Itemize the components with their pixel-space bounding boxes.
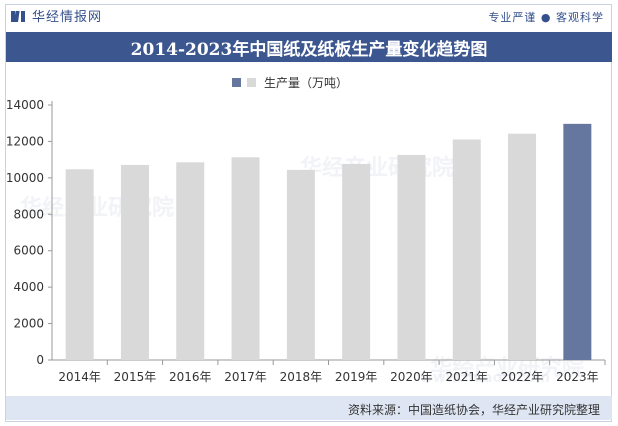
chart-frame	[5, 4, 612, 422]
bar-2018年	[286, 169, 315, 360]
bar-2019年	[342, 163, 371, 360]
x-tick-label: 2014年	[58, 370, 101, 384]
logo: 华经情报网	[10, 6, 102, 25]
legend-swatch-default	[247, 78, 256, 87]
bar-2014年	[65, 169, 94, 360]
logo-text: 华经情报网	[32, 10, 103, 25]
y-tick-label: 12000	[6, 134, 44, 148]
bar-2016年	[176, 162, 205, 360]
y-tick-label: 6000	[13, 244, 44, 258]
logo-icon	[11, 10, 25, 22]
legend-swatch-highlight	[232, 78, 241, 87]
slogan: 专业严谨 ● 客观科学	[488, 11, 604, 24]
chart-title-bar: 2014-2023年中国纸及纸板生产量变化趋势图	[6, 32, 612, 62]
x-tick-label: 2016年	[169, 370, 212, 384]
top-bar: 华经情报网 专业严谨 ● 客观科学	[0, 0, 618, 28]
chart-title: 2014-2023年中国纸及纸板生产量变化趋势图	[130, 39, 488, 60]
x-tick-label: 2019年	[335, 370, 378, 384]
x-tick-label: 2018年	[280, 370, 323, 384]
y-tick-label: 4000	[13, 280, 44, 294]
y-tick-label: 2000	[13, 317, 44, 331]
x-tick-label: 2023年	[556, 370, 599, 384]
x-tick-label: 2015年	[114, 370, 157, 384]
bar-2022年	[508, 133, 537, 360]
legend-label: 生产量（万吨）	[264, 76, 349, 90]
footer-bar: 资料来源：中国造纸协会，华经产业研究院整理	[6, 396, 612, 420]
bar-2021年	[452, 139, 481, 360]
y-tick-label: 14000	[6, 98, 44, 112]
y-tick-label: 10000	[6, 171, 44, 185]
bar-2023年	[563, 123, 592, 361]
source-note: 资料来源：中国造纸协会，华经产业研究院整理	[347, 403, 600, 417]
y-tick-label: 0	[36, 353, 44, 367]
x-tick-label: 2020年	[390, 370, 433, 384]
bar-2017年	[231, 157, 260, 360]
x-tick-label: 2021年	[445, 370, 488, 384]
bar-2020年	[397, 154, 426, 360]
y-tick-label: 8000	[13, 207, 44, 221]
bar-2015年	[120, 164, 149, 360]
legend: 生产量（万吨）	[232, 74, 348, 91]
x-tick-label: 2017年	[224, 370, 267, 384]
x-tick-label: 2022年	[501, 370, 544, 384]
